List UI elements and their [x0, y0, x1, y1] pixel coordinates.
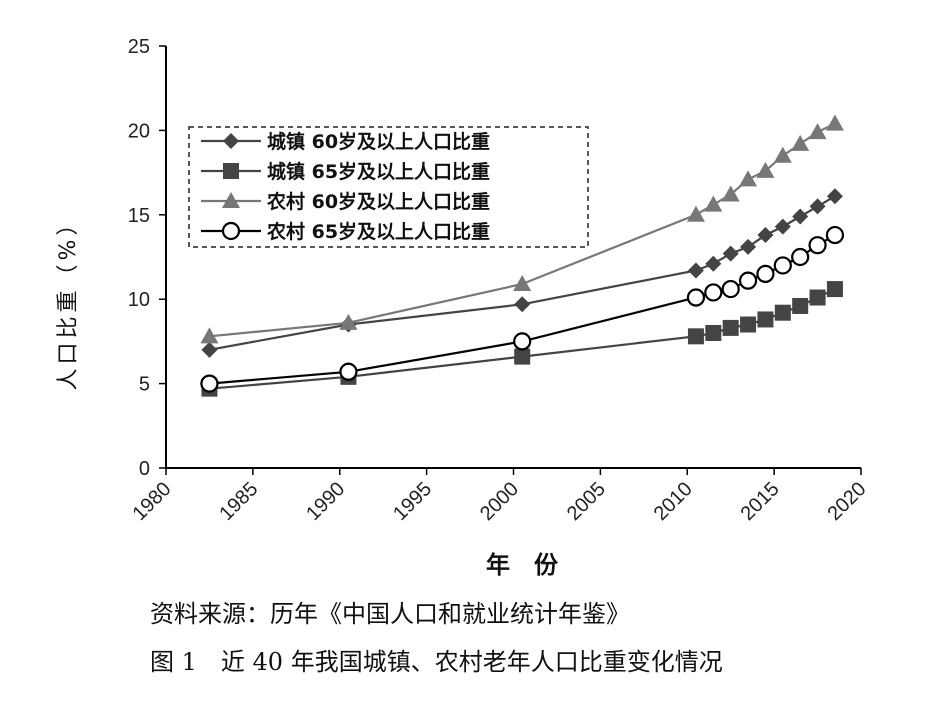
- x-tick-label: 2010: [650, 478, 697, 525]
- series-2-point: [740, 316, 757, 333]
- series-4-point: [686, 288, 706, 307]
- x-axis-title: 年 份: [486, 551, 559, 579]
- series-4-point: [721, 279, 740, 299]
- series-1-point: [740, 238, 757, 255]
- series-4-point: [513, 332, 532, 351]
- series-2-point: [722, 319, 739, 336]
- y-tick-label: 10: [128, 289, 150, 311]
- y-tick-label: 15: [128, 205, 150, 227]
- legend-label: 农村 65岁及以上人口比重: [266, 220, 490, 243]
- series-2-point: [774, 304, 791, 321]
- series-1-point: [687, 262, 704, 279]
- x-tick-label: 1985: [215, 478, 262, 525]
- series-3-point: [704, 195, 723, 212]
- legend-label: 城镇 60岁及以上人口比重: [267, 130, 490, 153]
- series-1-point: [826, 188, 843, 205]
- legend-item-2: 城镇 65岁及以上人口比重: [201, 160, 490, 183]
- y-axis-ticks: 0 5 10 15 20 25: [128, 36, 166, 480]
- y-tick-label: 5: [139, 374, 150, 396]
- series-4-point: [738, 271, 758, 290]
- series-1-point: [774, 218, 791, 235]
- legend-swatch-marker: [223, 163, 239, 179]
- y-tick-label: 25: [128, 36, 150, 58]
- x-tick-label: 2020: [824, 478, 871, 525]
- legend-item-4: 农村 65岁及以上人口比重: [201, 220, 490, 243]
- series-3-point: [756, 161, 775, 178]
- series-4-point: [773, 256, 792, 275]
- series-3-point: [339, 313, 358, 330]
- series-2-point: [687, 328, 704, 345]
- series-4-point: [200, 374, 219, 393]
- series-3-point: [825, 114, 844, 131]
- series-1-point: [705, 255, 722, 272]
- x-tick-label: 1995: [389, 478, 436, 525]
- series-4-point: [339, 362, 358, 381]
- legend-item-3: 农村 60岁及以上人口比重: [201, 190, 490, 213]
- legend-swatch-marker: [221, 221, 241, 241]
- legend-swatch-marker: [223, 133, 239, 149]
- legend-label: 城镇 65岁及以上人口比重: [267, 160, 490, 183]
- series-3: [200, 114, 844, 344]
- series-3-point: [791, 134, 810, 151]
- series-3-point: [739, 170, 758, 187]
- legend-swatch-marker: [222, 192, 240, 208]
- series-3-point: [808, 123, 827, 140]
- source-note: 资料来源：历年《中国人口和就业统计年鉴》: [150, 600, 630, 628]
- series-4-point: [756, 264, 775, 283]
- series-1-point: [809, 198, 826, 215]
- series-1-point: [757, 227, 774, 244]
- x-axis-ticks: 1980 1985 1990 1995 2000 2005 2010 2015 2020: [129, 468, 871, 525]
- series-3-point: [773, 146, 792, 163]
- series-3-point: [686, 205, 705, 222]
- series-2-point: [826, 281, 843, 298]
- axes: [165, 46, 861, 469]
- series-2-point: [514, 348, 531, 365]
- series-3-point: [721, 185, 740, 202]
- series-4-point: [825, 225, 845, 245]
- series-1-point: [722, 245, 739, 262]
- y-tick-label: 20: [128, 120, 150, 142]
- y-axis-title: 人口比重（%）: [56, 210, 81, 391]
- series-1: [201, 188, 843, 358]
- x-tick-label: 1990: [302, 478, 349, 525]
- series-2-point: [809, 289, 826, 306]
- x-tick-label: 2005: [563, 478, 610, 525]
- series-1-point: [514, 296, 531, 313]
- series-3-point: [200, 327, 219, 344]
- x-tick-label: 1980: [129, 478, 176, 525]
- series-4-point: [791, 247, 810, 267]
- series-1-point: [792, 208, 809, 225]
- legend-item-1: 城镇 60岁及以上人口比重: [201, 130, 490, 153]
- x-tick-label: 2000: [476, 478, 523, 525]
- series-1-point: [201, 341, 218, 358]
- series-4-point: [808, 236, 827, 255]
- series-4-point: [704, 283, 723, 302]
- series-layer: [200, 114, 845, 397]
- x-tick-label: 2015: [737, 478, 784, 525]
- series-2-point: [705, 324, 722, 341]
- line-chart: 0 5 10 15 20 25 1980 1985 1990 1995 2000 2005 2010 2…: [56, 36, 871, 579]
- series-2-point: [792, 297, 809, 314]
- legend-label: 农村 60岁及以上人口比重: [266, 190, 490, 213]
- series-2-point: [757, 311, 774, 328]
- y-tick-label: 0: [139, 458, 150, 480]
- figure-caption: 图 1 近 40 年我国城镇、农村老年人口比重变化情况: [150, 648, 723, 676]
- series-3-point: [513, 275, 532, 292]
- series-4: [200, 225, 845, 393]
- legend-box: [188, 126, 589, 248]
